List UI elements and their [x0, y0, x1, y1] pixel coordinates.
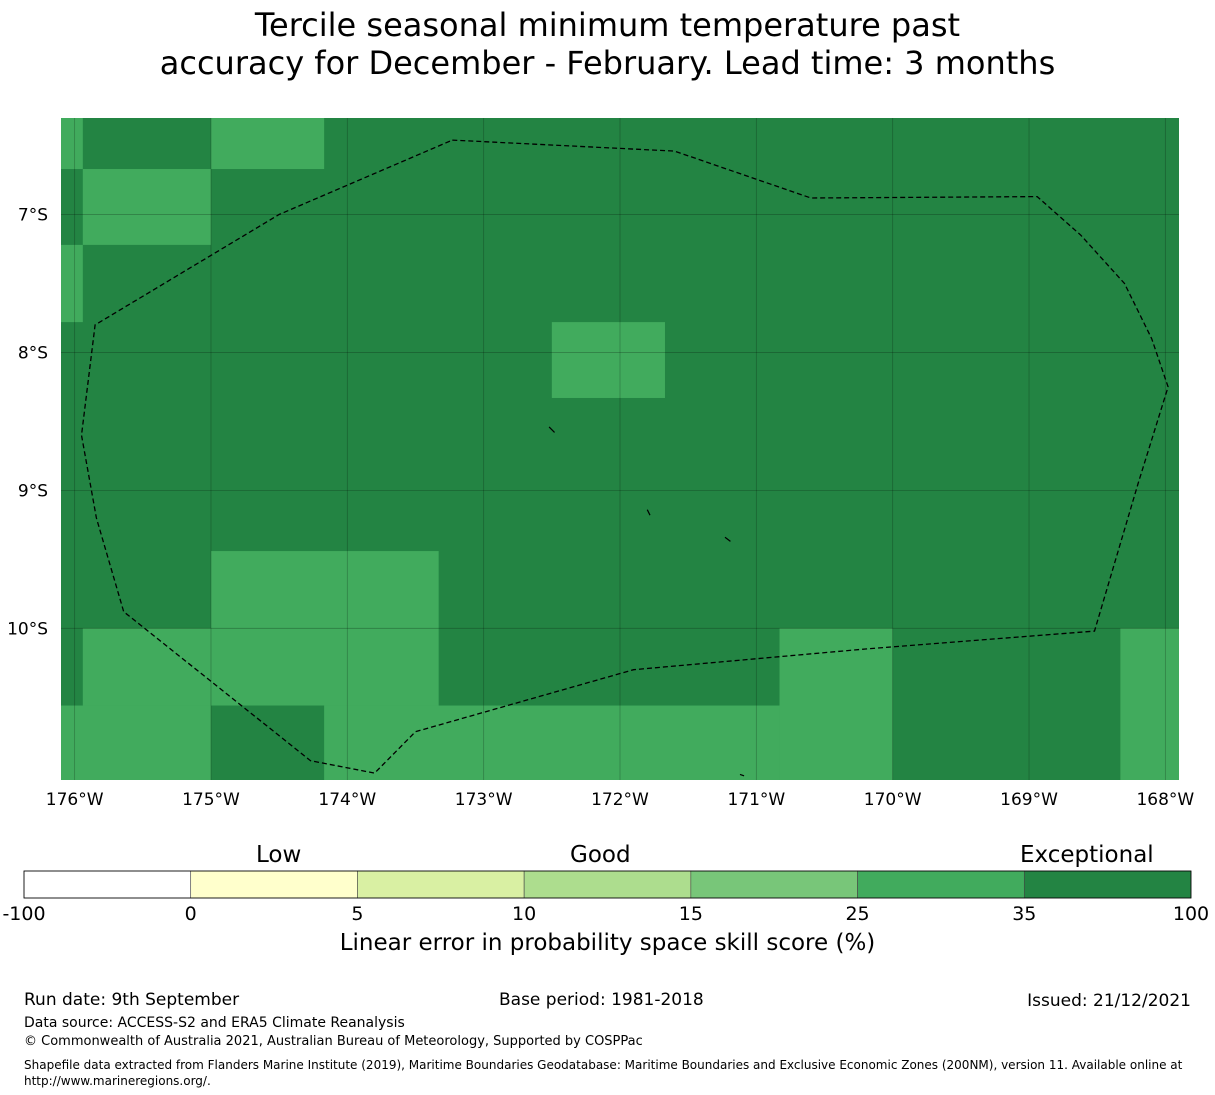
lon-tick-label: 175°W	[182, 790, 240, 810]
lon-tick-label: 171°W	[727, 790, 785, 810]
title-line-2: accuracy for December - February. Lead t…	[159, 44, 1056, 82]
eez-boundary-line	[80, 139, 1169, 774]
map-cell-25-35	[61, 244, 83, 323]
colorbar-bin	[190, 870, 358, 899]
map-cell-25-35	[82, 169, 211, 245]
colorbar-category-low: Low	[256, 842, 302, 868]
colorbar-tick-label: 15	[679, 903, 703, 925]
map-cell-25-35	[324, 705, 780, 780]
skill-map-cells	[61, 118, 1179, 780]
map-cell-25-35	[210, 551, 439, 629]
island-outline	[646, 509, 651, 516]
colorbar-bin	[1023, 870, 1192, 899]
run-date: Run date: 9th September	[24, 990, 240, 1010]
map-axis-labels: 176°W 175°W 174°W 173°W 172°W 171°W 170°W 169°W…	[7, 206, 1194, 810]
map-cell-25-35	[551, 322, 665, 398]
lon-tick-label: 174°W	[318, 790, 376, 810]
colorbar-axis-label: Linear error in probability space skill …	[339, 930, 876, 956]
shapefile-credit-line-1: Shapefile data extracted from Flanders M…	[24, 1058, 1183, 1072]
shapefile-credit-line-2: http://www.marineregions.org/.	[24, 1074, 211, 1088]
lon-tick-label: 170°W	[864, 790, 922, 810]
colorbar-tick-label: 25	[845, 903, 869, 925]
colorbar-tick-label: 10	[512, 903, 536, 925]
lat-tick-label: 8°S	[18, 343, 48, 363]
title-line-1: Tercile seasonal minimum temperature pas…	[254, 6, 961, 44]
colorbar-bin	[23, 870, 192, 899]
island-outline	[548, 426, 555, 433]
issued-date: Issued: 21/12/2021	[1027, 991, 1191, 1011]
colorbar: -100 0 5 10 15 25 35 100	[2, 870, 1209, 925]
colorbar-tick-label: 100	[1173, 903, 1209, 925]
colorbar-bin	[690, 870, 858, 899]
base-period: Base period: 1981-2018	[499, 990, 704, 1010]
copyright: © Commonwealth of Australia 2021, Austra…	[24, 1034, 643, 1049]
colorbar-bin	[357, 870, 525, 899]
chart-title: Tercile seasonal minimum temperature pas…	[0, 6, 1215, 82]
lon-tick-label: 172°W	[591, 790, 649, 810]
island-outline	[739, 773, 745, 777]
lat-tick-label: 7°S	[18, 206, 48, 226]
lon-tick-label: 169°W	[1000, 790, 1058, 810]
colorbar-bin	[857, 870, 1025, 899]
colorbar-tick-label: 35	[1012, 903, 1036, 925]
map-cell-25-35	[61, 118, 83, 170]
colorbar-tick-label: 5	[351, 903, 363, 925]
colorbar-tick-label: 0	[185, 903, 197, 925]
island-outline	[724, 536, 731, 542]
colorbar-category-good: Good	[570, 842, 631, 868]
map-cell-25-35	[779, 628, 893, 780]
lon-tick-label: 173°W	[455, 790, 513, 810]
map-cell-25-35	[1120, 628, 1179, 780]
lat-tick-label: 9°S	[18, 481, 48, 501]
colorbar-frame	[23, 870, 1192, 899]
lat-tick-label: 10°S	[7, 619, 48, 639]
colorbar-bin	[523, 870, 692, 899]
lon-tick-label: 176°W	[46, 790, 104, 810]
map-cell-25-35	[210, 118, 325, 170]
eez-boundary	[80, 139, 1169, 774]
map-cell-25-35	[61, 705, 211, 780]
island-outlines	[548, 426, 745, 777]
data-source: Data source: ACCESS-S2 and ERA5 Climate …	[24, 1015, 405, 1031]
colorbar-category-exceptional: Exceptional	[1020, 842, 1154, 868]
colorbar-tick-label: -100	[2, 903, 45, 925]
map-cell-25-35	[82, 628, 439, 706]
lon-tick-label: 168°W	[1136, 790, 1194, 810]
map-gridlines	[61, 118, 1179, 780]
